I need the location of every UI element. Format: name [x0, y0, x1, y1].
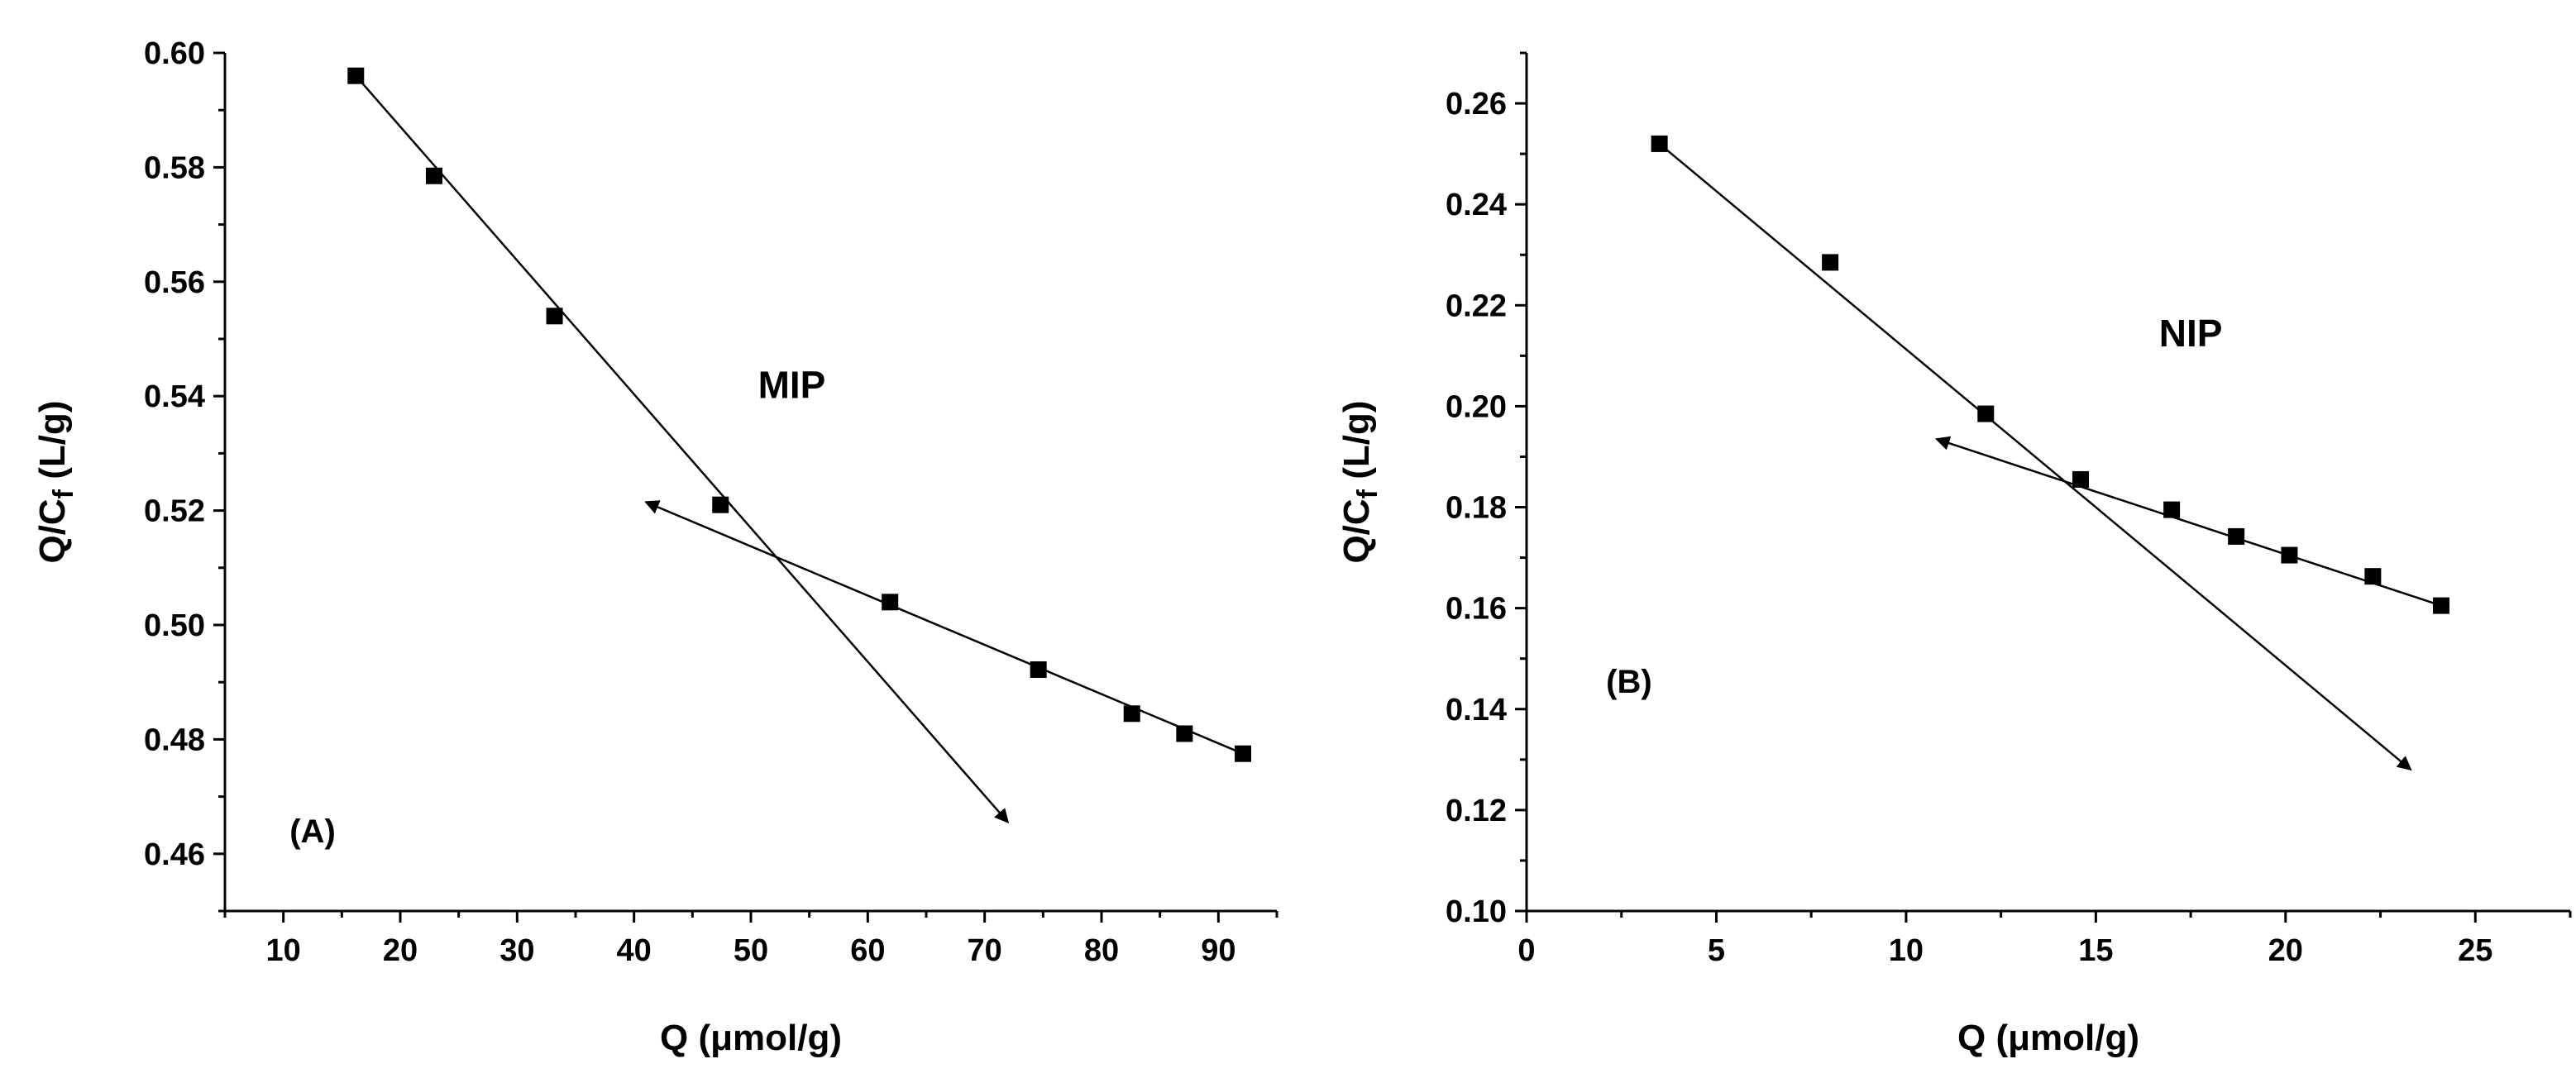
mip-x-tick-label: 60	[850, 933, 885, 968]
nip-y-tick-label: 0.18	[1446, 491, 1507, 526]
nip-y-axis-label: Q/Cf (L/g)	[1336, 400, 1384, 563]
mip-y-axis-label: Q/Cf (L/g)	[32, 400, 79, 563]
mip-y-tick-label: 0.58	[144, 150, 205, 185]
mip-x-tick-label: 70	[968, 933, 1002, 968]
nip-data-point	[2432, 597, 2449, 614]
mip-x-tick-label: 20	[383, 933, 418, 968]
mip-data-point	[425, 167, 442, 184]
mip-y-tick-label: 0.50	[144, 608, 205, 643]
mip-y-tick-label: 0.48	[144, 723, 205, 757]
panel-label-b: (B)	[1606, 664, 1652, 700]
nip-y-tick-label: 0.20	[1446, 389, 1507, 424]
mip-fit-lines	[355, 74, 1244, 824]
nip-data-points	[1651, 135, 2449, 614]
nip-y-label-unit: (L/g)	[1336, 400, 1377, 489]
mip-x-tick-label: 90	[1201, 933, 1235, 968]
mip-data-point	[882, 594, 899, 611]
nip-x-axis-label: Q (μmol/g)	[1957, 1018, 2139, 1058]
mip-data-point	[1235, 745, 1252, 762]
mip-x-tick-label: 30	[499, 933, 534, 968]
nip-x-tick-label: 5	[1708, 933, 1725, 968]
nip-data-point	[2228, 527, 2245, 545]
nip-fit-lines	[1658, 142, 2442, 771]
mip-y-tick-label: 0.46	[144, 837, 205, 872]
nip-fit-line	[1658, 142, 2412, 771]
nip-x-tick-label: 10	[1889, 933, 1924, 968]
nip-series-label: NIP	[2159, 312, 2223, 355]
nip-x-tick-label: 0	[1517, 933, 1535, 968]
mip-data-point	[1123, 705, 1140, 723]
mip-x-tick-label: 10	[266, 933, 301, 968]
nip-axes: 0 5 10 15 20 25 0.10 0.12 0.14 0.16 0.18 0.20 0.22 0.…	[1446, 51, 2572, 968]
nip-fit-line	[1934, 436, 2442, 607]
mip-y-tick-label: 0.60	[144, 36, 205, 71]
nip-x-tick-label: 25	[2458, 933, 2492, 968]
nip-data-point	[2072, 470, 2090, 488]
nip-y-tick-label: 0.12	[1446, 794, 1507, 828]
mip-y-label-unit: (L/g)	[32, 400, 73, 489]
mip-data-points	[347, 67, 1252, 762]
nip-data-point	[1977, 405, 1995, 422]
mip-series-label: MIP	[758, 363, 826, 406]
mip-y-label-main: Q/C	[32, 498, 73, 563]
mip-data-point	[1030, 661, 1047, 678]
mip-x-tick-label: 50	[734, 933, 768, 968]
mip-x-tick-label: 80	[1084, 933, 1119, 968]
nip-y-label-main: Q/C	[1336, 498, 1377, 563]
nip-y-tick-label: 0.14	[1446, 693, 1507, 727]
nip-data-point	[2163, 501, 2181, 518]
nip-data-point	[2364, 568, 2382, 585]
nip-y-tick-label: 0.16	[1446, 592, 1507, 627]
mip-y-label-sub: f	[48, 489, 79, 498]
nip-y-tick-label: 0.26	[1446, 87, 1507, 122]
mip-data-point	[1176, 725, 1193, 742]
mip-x-tick-label: 40	[617, 933, 652, 968]
nip-y-tick-label: 0.22	[1446, 289, 1507, 323]
nip-data-point	[1822, 254, 1839, 271]
panel-label-a: (A)	[289, 813, 336, 850]
nip-data-point	[1651, 135, 1668, 152]
mip-chart-panel: 10 20 30 40 50 60 70 80 90 0.46 0.48 0.50 0.52 0.54 0.…	[32, 36, 1278, 1058]
nip-x-tick-label: 15	[2078, 933, 2113, 968]
nip-y-tick-label: 0.24	[1446, 188, 1507, 222]
mip-y-tick-label: 0.56	[144, 265, 205, 300]
mip-y-tick-label: 0.52	[144, 494, 205, 529]
mip-x-axis-label: Q (μmol/g)	[660, 1018, 842, 1058]
nip-y-label-sub: f	[1352, 489, 1384, 498]
nip-x-tick-label: 20	[2268, 933, 2303, 968]
nip-chart-panel: 0 5 10 15 20 25 0.10 0.12 0.14 0.16 0.18 0.20 0.22 0.…	[1336, 51, 2572, 1058]
nip-data-point	[2281, 546, 2298, 564]
mip-y-tick-label: 0.54	[144, 379, 205, 414]
nip-y-tick-label: 0.10	[1446, 894, 1507, 929]
mip-fit-line	[644, 500, 1244, 755]
mip-fit-line	[355, 74, 1010, 824]
mip-data-point	[546, 308, 563, 325]
mip-data-point	[712, 496, 729, 513]
mip-data-point	[347, 67, 365, 84]
mip-axes: 10 20 30 40 50 60 70 80 90 0.46 0.48 0.50 0.52 0.54 0.…	[144, 36, 1278, 968]
